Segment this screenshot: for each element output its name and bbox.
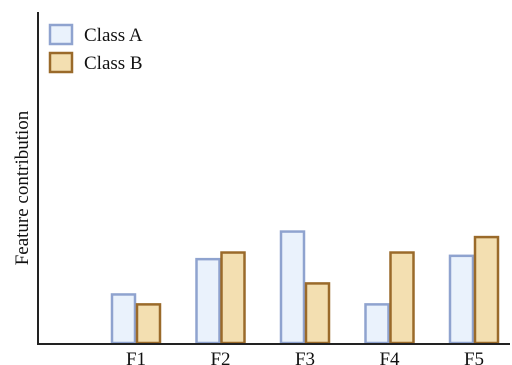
bar-class-a-f2 <box>195 257 221 345</box>
x-tick-label-f5: F5 <box>464 349 484 365</box>
x-tick-label-f1: F1 <box>126 349 146 365</box>
legend: Class A Class B <box>48 23 143 74</box>
bar-class-b-f5 <box>473 235 500 345</box>
bar-class-a-f1 <box>110 293 137 345</box>
bars-layer <box>110 230 500 345</box>
bar-class-b-f4 <box>389 251 415 345</box>
legend-label-class-b: Class B <box>84 53 143 74</box>
legend-swatch-class-b <box>48 51 74 74</box>
bar-class-b-f3 <box>304 282 331 345</box>
legend-label-class-a: Class A <box>84 25 143 46</box>
bar-class-a-f3 <box>279 230 306 345</box>
bar-class-b-f2 <box>220 251 246 345</box>
x-tick-label-f4: F4 <box>379 349 400 365</box>
x-tick-labels: F1 F2 F3 F4 F5 <box>126 349 484 365</box>
y-axis-label: Feature contribution <box>12 110 33 265</box>
bar-class-b-f1 <box>135 303 162 345</box>
bar-class-a-f4 <box>364 303 390 345</box>
x-tick-label-f2: F2 <box>210 349 230 365</box>
legend-swatch-class-a <box>48 23 74 46</box>
x-tick-label-f3: F3 <box>295 349 315 365</box>
bar-class-a-f5 <box>448 254 475 345</box>
